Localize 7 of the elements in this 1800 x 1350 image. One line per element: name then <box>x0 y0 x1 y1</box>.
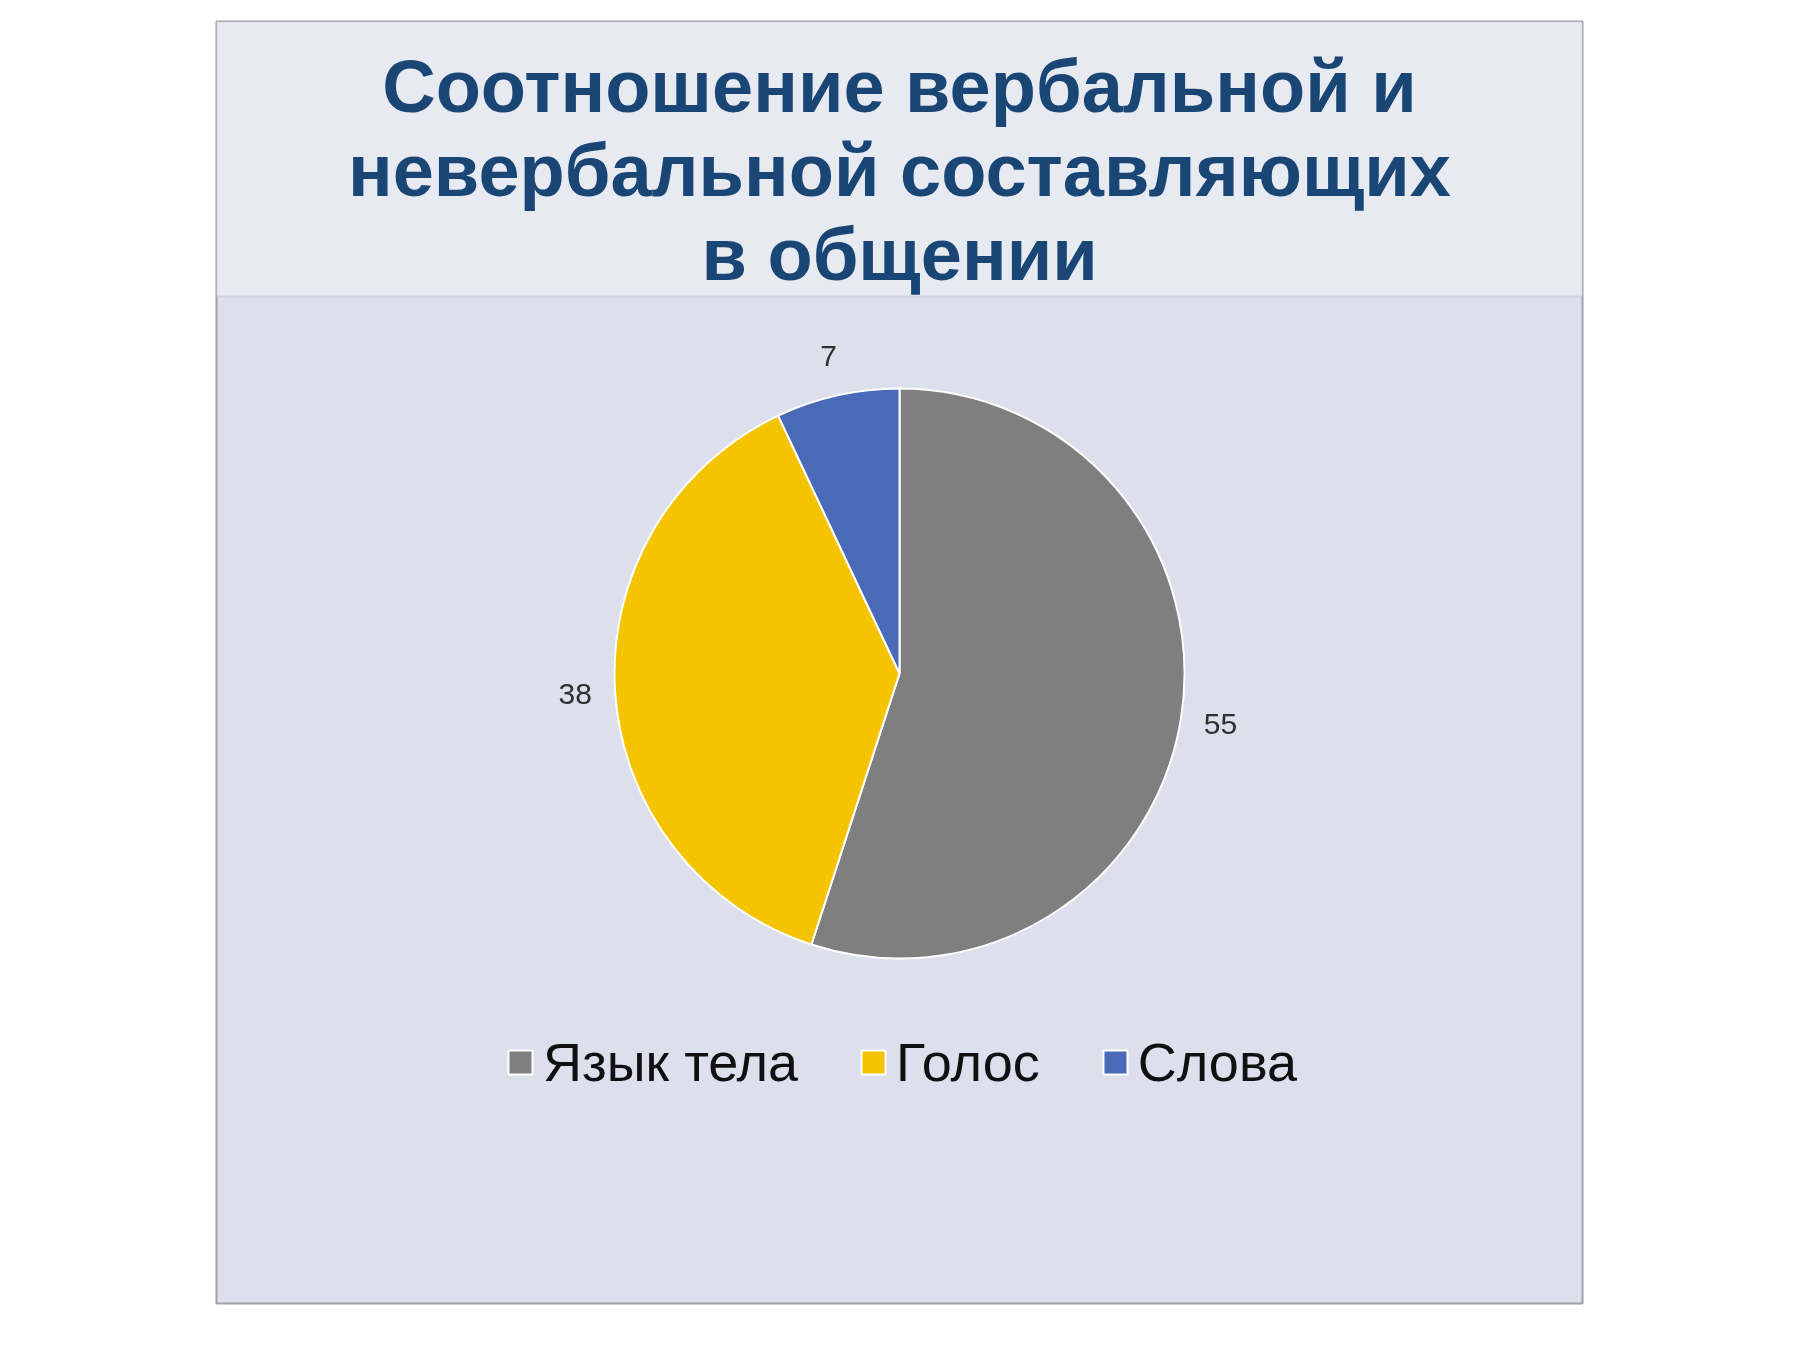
legend-label: Голос <box>896 1031 1040 1093</box>
legend-label: Язык тела <box>543 1031 799 1093</box>
data-label: 55 <box>1203 707 1238 741</box>
chart-title: Соотношение вербальной и невербальной составляющих в общении <box>348 45 1451 296</box>
data-label: 38 <box>558 676 592 710</box>
data-label: 7 <box>820 339 837 373</box>
legend-label: Слова <box>1137 1031 1297 1093</box>
